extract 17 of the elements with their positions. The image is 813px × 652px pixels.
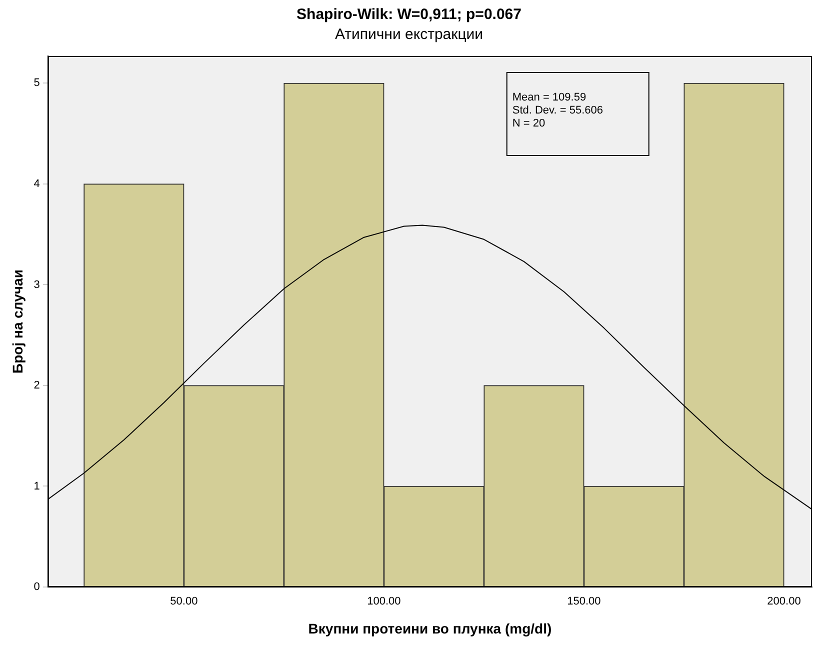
x-tick-label: 50.00 — [170, 596, 198, 608]
x-tick-label: 150.00 — [567, 596, 601, 608]
y-tick-label: 1 — [34, 480, 40, 492]
chart-title: Shapiro-Wilk: W=0,911; p=0.067 — [296, 6, 522, 24]
x-axis-title: Вкупни протеини во плунка (mg/dl) — [308, 620, 552, 636]
chart-subtitle: Атипични екстракции — [334, 26, 484, 44]
x-tick-label: 200.00 — [767, 596, 801, 608]
annotation: Mean = 109.59 — [512, 92, 586, 104]
x-tick-label: 100.00 — [367, 596, 401, 608]
annotation: Std. Dev. = 55.606 — [512, 104, 603, 117]
y-tick-label: 0 — [34, 581, 40, 594]
annotation: N = 20 — [512, 118, 546, 130]
y-tick-label: 4 — [34, 178, 40, 190]
y-tick-label: 2 — [34, 380, 40, 392]
y-axis-title: Број на случаи — [9, 270, 26, 374]
y-tick-label: 5 — [34, 77, 40, 90]
y-tick-label: 3 — [34, 278, 40, 291]
